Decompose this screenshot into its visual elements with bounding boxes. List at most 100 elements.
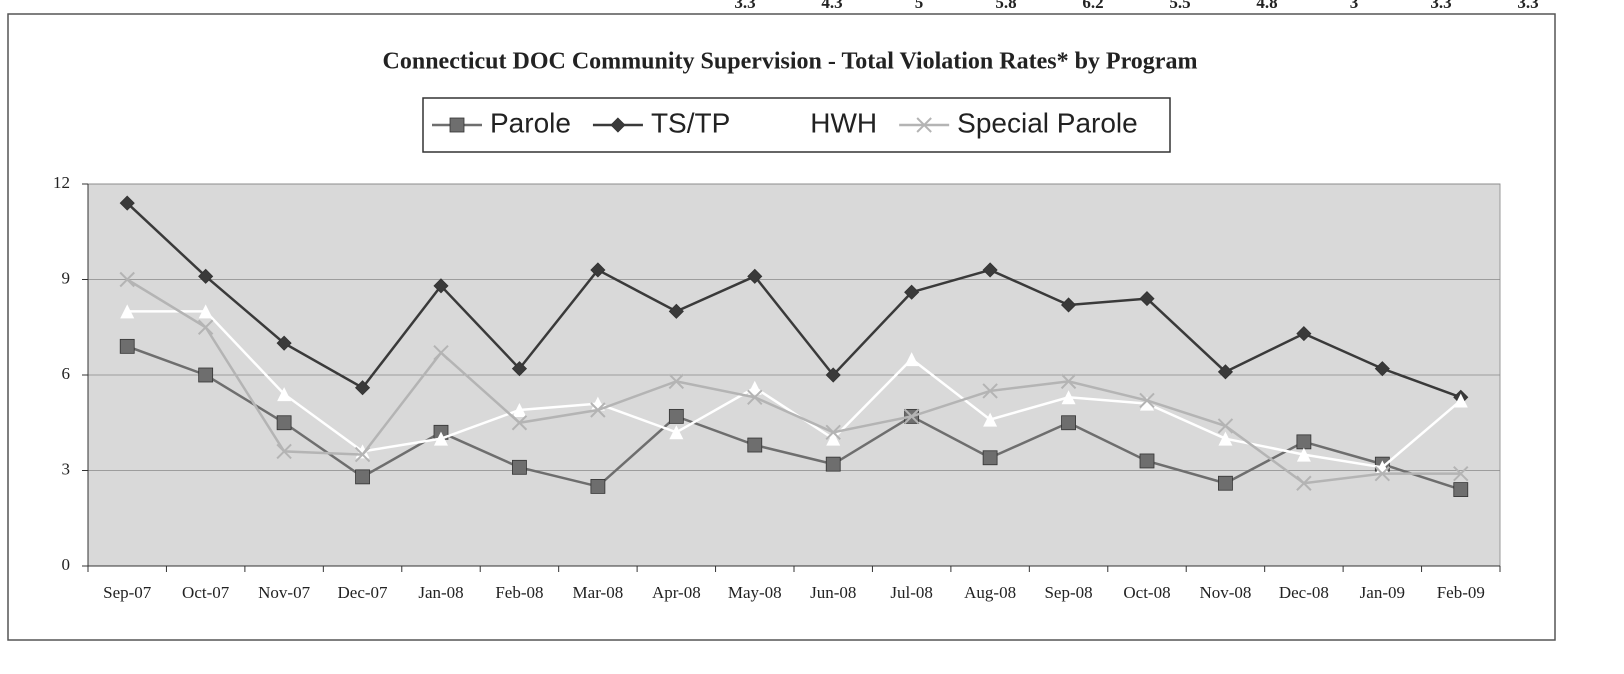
cropped-number: 5.8 [995, 0, 1016, 12]
cropped-number: 4.3 [821, 0, 842, 12]
data-point [825, 424, 841, 441]
data-point [668, 303, 684, 319]
legend-marker [770, 118, 785, 132]
data-point [1060, 297, 1077, 313]
series-line [126, 202, 1462, 399]
x-tick-label: Jun-08 [810, 583, 856, 602]
cropped-number: 3.3 [1517, 0, 1538, 12]
x-tick-label: Jan-08 [418, 583, 463, 602]
data-point [982, 383, 998, 399]
data-point [276, 335, 292, 351]
data-point [120, 304, 135, 319]
data-point [434, 431, 448, 446]
x-tick-label: Jan-09 [1360, 583, 1405, 602]
data-point [198, 304, 213, 319]
y-tick-label: 0 [62, 555, 71, 574]
data-point [590, 262, 606, 278]
x-tick-label: Apr-08 [652, 583, 701, 602]
data-point [511, 361, 528, 377]
data-point [355, 469, 370, 485]
data-point [668, 408, 684, 424]
data-point [747, 268, 763, 284]
data-point [747, 389, 763, 405]
cropped-number: 3 [1350, 0, 1359, 12]
x-tick-label: Feb-09 [1437, 583, 1485, 602]
data-point [511, 415, 528, 431]
x-tick-label: Dec-07 [338, 583, 389, 602]
data-point [276, 443, 292, 460]
data-point [1296, 475, 1312, 491]
data-point [1453, 465, 1469, 482]
data-point [1296, 434, 1312, 450]
data-point [982, 262, 998, 278]
series-line [127, 310, 1462, 469]
x-tick-label: Oct-08 [1123, 583, 1170, 602]
x-tick-label: Sep-08 [1044, 583, 1092, 602]
data-point [1296, 447, 1311, 462]
data-point [1060, 373, 1077, 390]
cropped-number: 5 [915, 0, 924, 12]
data-point [1453, 393, 1468, 408]
data-point [1061, 390, 1076, 405]
data-point [1139, 291, 1155, 307]
data-point [433, 278, 449, 294]
y-tick-label: 3 [62, 459, 71, 478]
series-line [126, 345, 1462, 491]
legend-marker [610, 117, 626, 133]
data-point [590, 402, 606, 418]
data-point [1217, 418, 1234, 434]
data-point [354, 380, 371, 396]
cropped-number: 3.3 [734, 0, 755, 12]
data-point [198, 367, 214, 383]
data-point [826, 431, 841, 446]
data-point [825, 456, 841, 472]
data-point [982, 450, 998, 466]
cropped-number: 4.8 [1256, 0, 1277, 12]
data-point [1139, 453, 1155, 469]
data-point [1374, 361, 1390, 377]
data-point [512, 459, 527, 475]
data-point [277, 387, 292, 402]
data-point [903, 408, 920, 425]
chart-title: Connecticut DOC Community Supervision - … [383, 49, 1198, 75]
data-point [1218, 431, 1233, 446]
data-point [590, 479, 606, 494]
x-tick-label: Feb-08 [495, 583, 543, 602]
data-point [747, 380, 762, 395]
x-tick-label: Mar-08 [573, 583, 624, 602]
data-point [198, 268, 214, 284]
data-point [119, 338, 135, 354]
data-point [1296, 326, 1312, 342]
data-point [825, 367, 841, 383]
legend-label: Special Parole [957, 107, 1138, 138]
x-tick-label: Dec-08 [1279, 583, 1329, 602]
cropped-number: 6.2 [1082, 0, 1103, 12]
x-tick-label: Nov-08 [1199, 583, 1251, 602]
x-tick-label: Jul-08 [890, 583, 933, 602]
data-point [433, 345, 449, 361]
data-point [669, 425, 684, 440]
x-tick-label: Oct-07 [182, 583, 230, 602]
data-point [1374, 465, 1391, 482]
x-tick-label: Nov-07 [258, 583, 310, 602]
data-point [1139, 392, 1155, 409]
data-point [1453, 482, 1469, 498]
legend-label: Parole [490, 107, 571, 138]
data-point [354, 446, 371, 463]
cropped-number: 3.3 [1430, 0, 1451, 12]
data-point [1140, 396, 1154, 411]
x-tick-label: May-08 [728, 583, 782, 602]
legend-marker [449, 117, 465, 133]
cropped-number: 5.5 [1169, 0, 1190, 12]
data-point [512, 403, 527, 418]
data-point [668, 373, 685, 390]
data-point [119, 195, 135, 211]
data-point [119, 271, 135, 288]
data-point [276, 415, 292, 431]
x-tick-label: Aug-08 [964, 583, 1016, 602]
data-point [1061, 415, 1076, 431]
series-line [126, 278, 1461, 485]
data-point [197, 319, 214, 335]
legend-label: TS/TP [651, 107, 730, 138]
data-point [1217, 364, 1234, 380]
